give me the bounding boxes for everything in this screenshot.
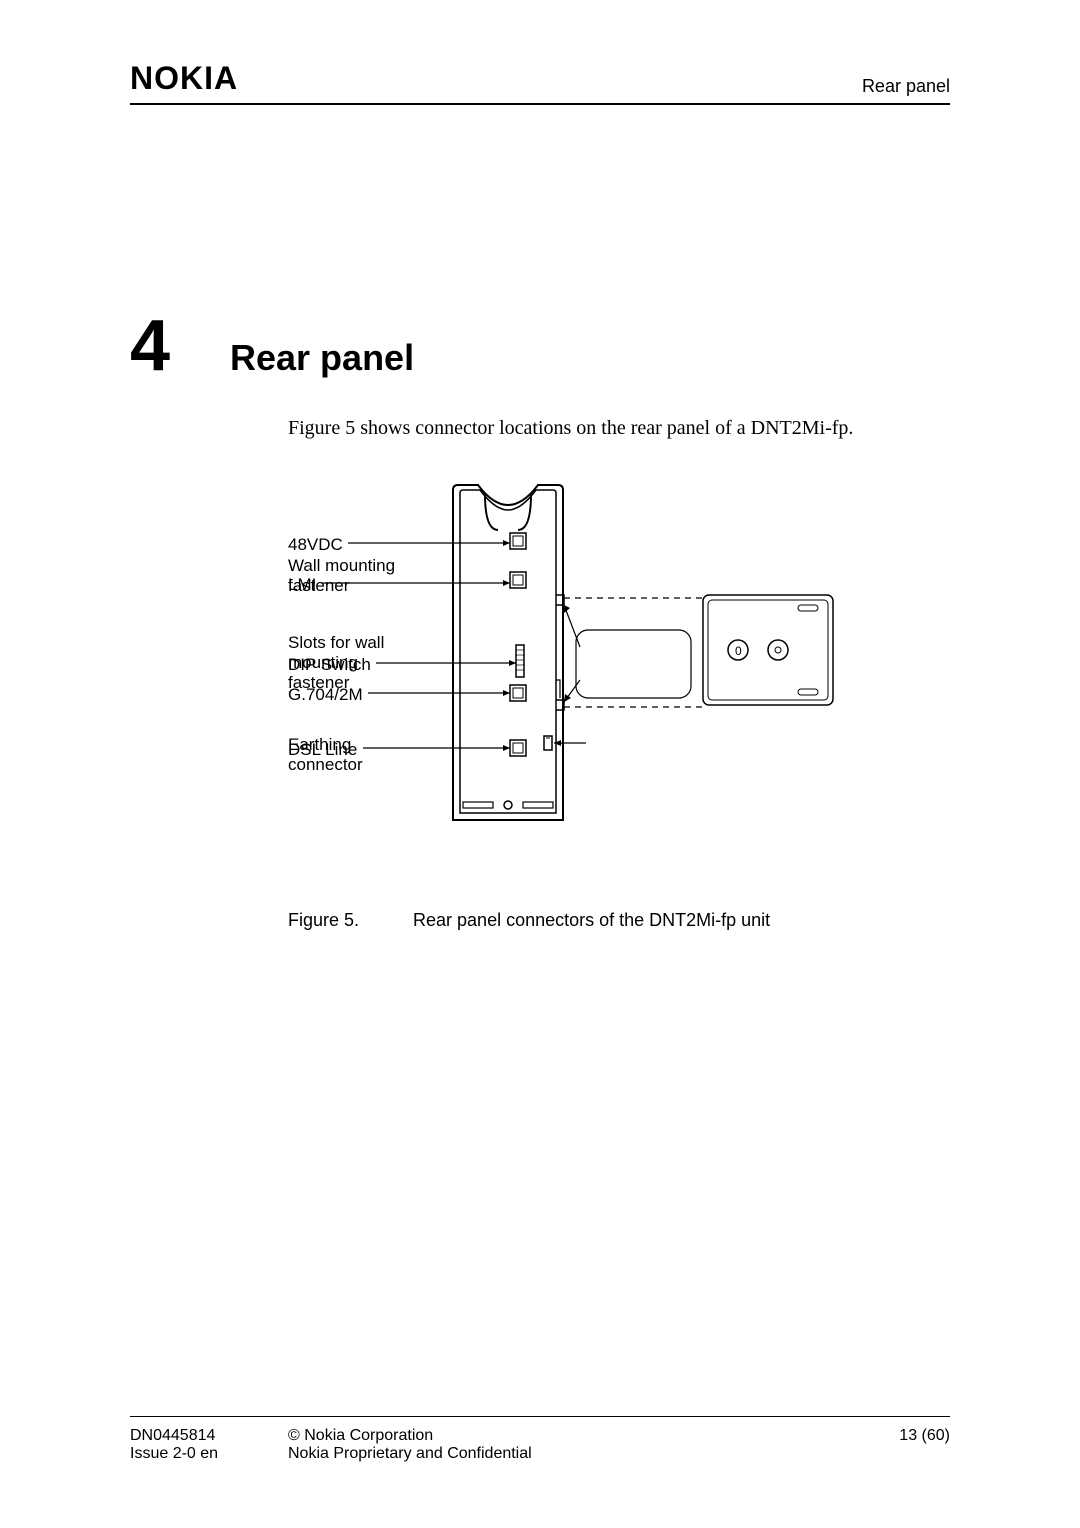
page-number: 13 (60) xyxy=(899,1427,950,1445)
confidential: Nokia Proprietary and Confidential xyxy=(288,1445,899,1463)
diagram-svg: 0 xyxy=(288,480,948,840)
page-header: NOKIA Rear panel xyxy=(130,60,950,105)
figure-5: 48VDC LMI DIP Switch G.704/2M DSL Line W… xyxy=(288,480,950,860)
chapter-heading: 4 Rear panel xyxy=(130,305,950,387)
issue: Issue 2-0 en xyxy=(130,1445,288,1463)
page-footer: DN0445814 Issue 2-0 en © Nokia Corporati… xyxy=(130,1416,950,1463)
copyright: © Nokia Corporation xyxy=(288,1427,899,1445)
chapter-number: 4 xyxy=(130,305,230,387)
caption-text: Rear panel connectors of the DNT2Mi-fp u… xyxy=(413,910,770,930)
doc-id: DN0445814 xyxy=(130,1427,288,1445)
chapter-title: Rear panel xyxy=(230,337,414,379)
nokia-logo: NOKIA xyxy=(130,60,238,97)
header-section: Rear panel xyxy=(862,76,950,97)
caption-label: Figure 5. xyxy=(288,910,408,931)
figure-caption: Figure 5. Rear panel connectors of the D… xyxy=(288,910,950,931)
intro-text: Figure 5 shows connector locations on th… xyxy=(288,417,950,440)
svg-text:0: 0 xyxy=(735,644,742,658)
